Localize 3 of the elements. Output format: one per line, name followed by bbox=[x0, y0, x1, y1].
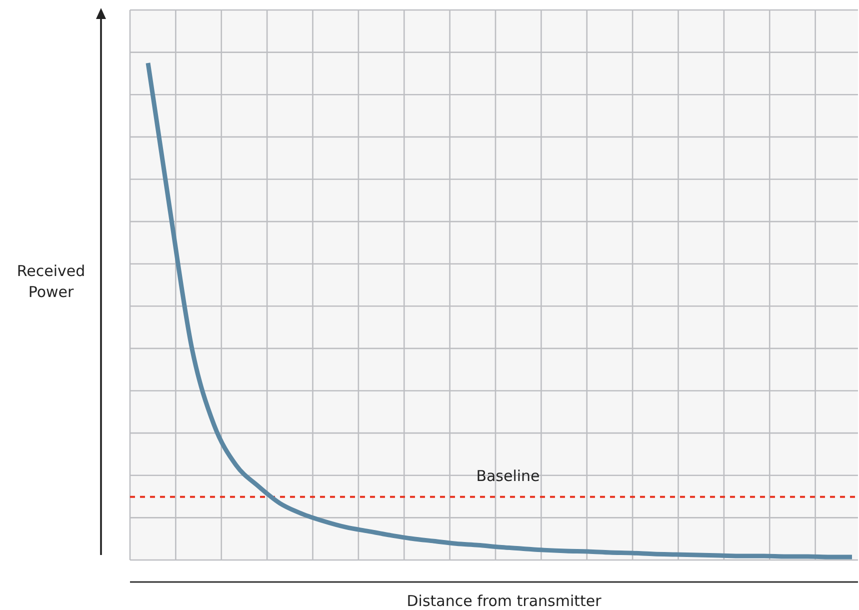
y-axis-title: Received Power bbox=[16, 262, 86, 301]
ref-line-label: Baseline bbox=[476, 466, 540, 485]
x-axis-title: Distance from transmitter bbox=[406, 592, 602, 610]
